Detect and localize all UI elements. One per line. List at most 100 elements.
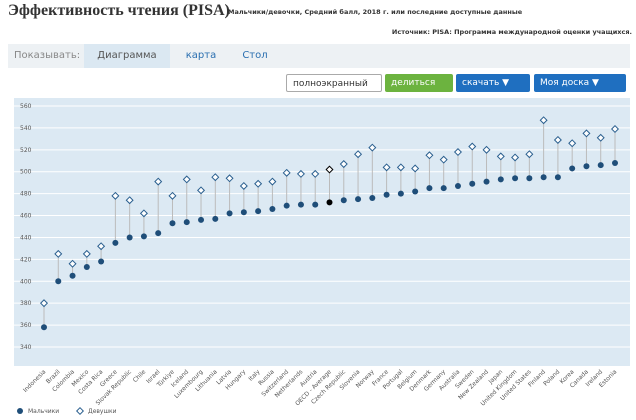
boys-marker	[226, 210, 233, 217]
tab[interactable]: карта	[185, 50, 217, 61]
boys-marker	[183, 219, 190, 226]
title: Эффективность чтения (PISA)	[8, 2, 230, 19]
girls-marker	[368, 143, 377, 152]
y-tick-label: 440	[20, 234, 32, 241]
girls-marker	[268, 177, 277, 186]
boys-marker	[569, 165, 576, 172]
boys-marker	[340, 197, 347, 204]
x-tick-label: Chile	[132, 368, 148, 384]
boys-marker	[526, 175, 533, 182]
y-tick-label: 380	[20, 300, 32, 307]
girls-marker	[539, 116, 548, 125]
girls-marker	[568, 139, 577, 148]
boys-marker	[355, 196, 362, 203]
girls-marker	[97, 242, 106, 251]
girls-marker	[39, 299, 49, 308]
y-tick-label: 540	[20, 125, 32, 132]
girls-marker	[154, 177, 163, 186]
x-tick-label: Poland	[542, 368, 561, 387]
girls-marker	[311, 169, 320, 178]
girls-marker	[182, 175, 191, 184]
girls-marker	[225, 174, 234, 183]
chart: 340 360 380 400 420 440 460 480 500 520 540 560 Indo…	[14, 98, 630, 416]
girls-marker	[439, 155, 448, 164]
y-tick-label: 500	[20, 169, 32, 176]
girls-marker	[610, 124, 620, 134]
boys-marker	[326, 199, 333, 206]
boys-marker	[55, 278, 62, 285]
boys-marker	[112, 239, 119, 246]
y-tick-label: 400	[20, 278, 32, 285]
boys-marker	[169, 220, 176, 227]
boys-marker	[469, 180, 476, 187]
boys-marker	[126, 234, 133, 241]
girls-marker	[325, 165, 334, 174]
dashboard-button[interactable]: Моя доска ▼	[534, 74, 626, 92]
y-tick-label: 420	[20, 256, 32, 263]
y-tick-label: 460	[20, 213, 32, 220]
girls-marker	[553, 135, 562, 144]
source: Источник: PISA: Программа международной …	[391, 28, 632, 36]
y-tick-label: 480	[20, 191, 32, 198]
boys-marker	[497, 176, 504, 183]
boys-marker	[554, 174, 561, 181]
girls-marker	[496, 152, 505, 161]
y-tick-label: 560	[20, 103, 32, 110]
tab[interactable]: Стол	[242, 50, 268, 61]
boys-marker	[597, 162, 604, 169]
girls-marker	[582, 129, 591, 138]
girls-marker	[482, 145, 491, 154]
girls-marker	[525, 150, 534, 159]
girls-marker	[382, 163, 391, 172]
share-button[interactable]: делиться	[385, 74, 453, 92]
boys-marker	[312, 201, 319, 208]
girls-marker	[468, 142, 477, 151]
girls-marker	[54, 249, 63, 258]
girls-marker	[82, 249, 91, 258]
boys-marker	[155, 230, 162, 237]
boys-marker	[83, 264, 90, 271]
girls-marker	[354, 150, 363, 159]
boys-marker	[512, 175, 519, 182]
subtitle: Мальчики/девочки, Средний балл, 2018 г. …	[228, 8, 523, 16]
girls-marker	[197, 186, 206, 195]
legend-marker	[17, 408, 23, 414]
boys-marker	[283, 202, 290, 209]
boys-marker	[69, 272, 76, 279]
download-button[interactable]: скачать ▼	[456, 74, 530, 92]
girls-marker	[411, 164, 420, 173]
girls-marker	[168, 191, 177, 200]
boys-marker	[383, 191, 390, 198]
plot-background	[14, 98, 630, 366]
boys-marker	[98, 258, 105, 265]
x-tick-label: Indonesia	[22, 368, 48, 394]
boys-marker	[426, 185, 433, 192]
boys-marker	[583, 163, 590, 170]
y-tick-label: 360	[20, 322, 32, 329]
boys-marker	[198, 216, 205, 223]
legend-marker	[75, 406, 85, 416]
boys-marker	[454, 182, 461, 189]
boys-marker	[41, 324, 47, 331]
boys-marker	[440, 185, 447, 192]
girls-marker	[596, 133, 605, 142]
legend-label: Девушки	[88, 408, 117, 415]
girls-marker	[339, 160, 348, 169]
girls-marker	[211, 173, 220, 182]
y-tick-label: 520	[20, 147, 32, 154]
girls-marker	[68, 259, 77, 268]
girls-marker	[239, 181, 248, 190]
girls-marker	[453, 148, 462, 157]
girls-marker	[396, 163, 405, 172]
boys-marker	[240, 209, 247, 216]
girls-marker	[139, 209, 148, 218]
girls-marker	[425, 151, 434, 160]
legend-label: Мальчики	[28, 408, 59, 415]
fullscreen-button[interactable]: полноэкранный	[286, 74, 382, 92]
girls-marker	[282, 168, 291, 177]
boys-marker	[269, 205, 276, 212]
tab[interactable]: Диаграмма	[84, 44, 170, 68]
boys-marker	[369, 195, 376, 202]
boys-marker	[297, 201, 304, 208]
